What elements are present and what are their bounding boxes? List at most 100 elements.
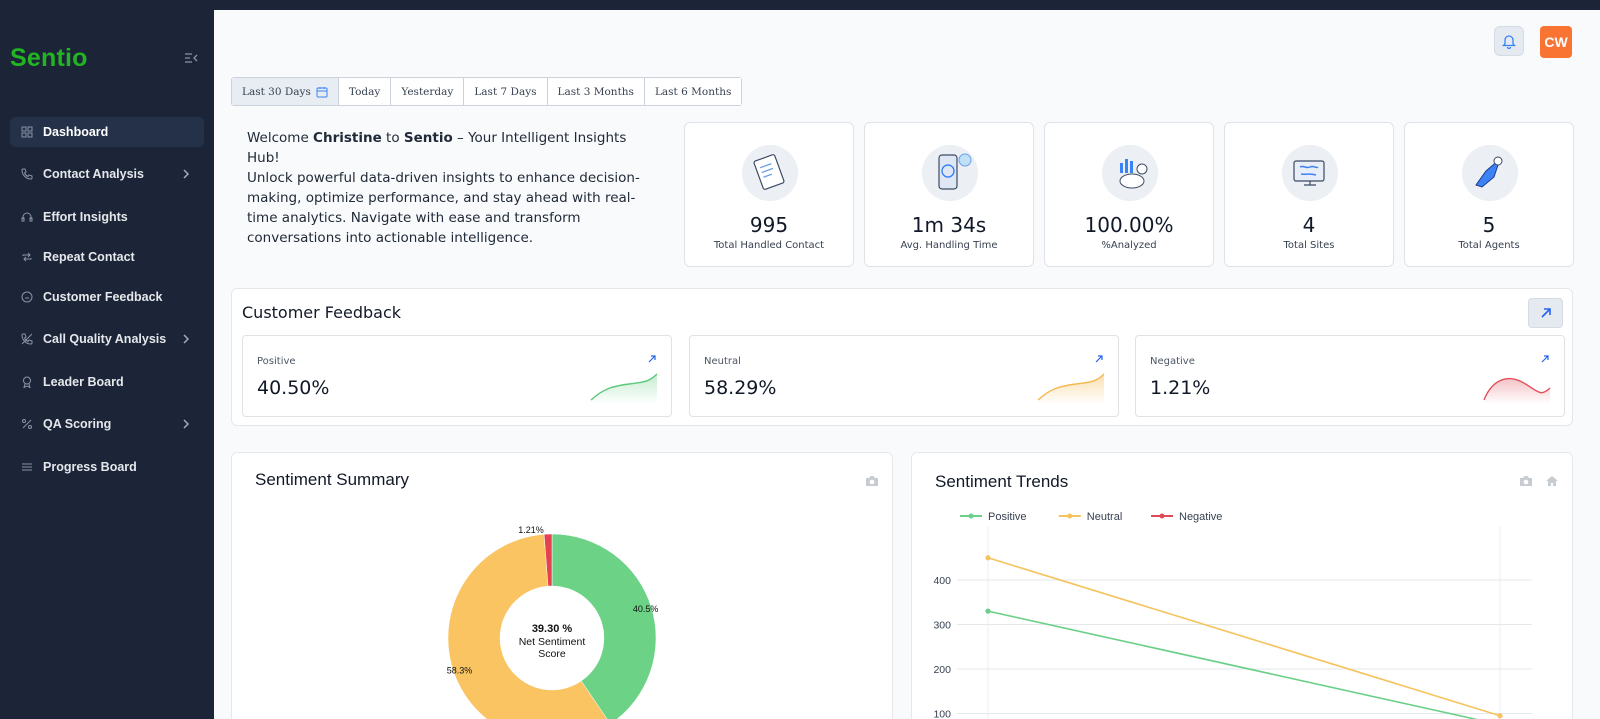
chevron-right-icon (183, 169, 190, 179)
repeat-icon (20, 251, 33, 264)
y-tick-label: 200 (933, 664, 951, 676)
legend-item-negative[interactable]: Negative (1151, 511, 1222, 523)
sidebar-item-label: Effort Insights (43, 210, 128, 224)
sidebar-item-call-quality-analysis[interactable]: Call Quality Analysis (10, 324, 204, 354)
pie-label-neutral: 58.3% (447, 665, 473, 675)
home-icon[interactable] (1545, 475, 1559, 487)
sidebar-item-contact-analysis[interactable]: Contact Analysis (10, 159, 204, 189)
date-range-last-3-months[interactable]: Last 3 Months (546, 78, 644, 105)
stat-card-total-sites: 4 Total Sites (1224, 122, 1394, 267)
arrow-up-right-icon (1095, 355, 1103, 363)
pie-slice-positive[interactable] (551, 533, 657, 719)
camera-icon[interactable] (1519, 475, 1533, 487)
date-range-today[interactable]: Today (337, 78, 391, 105)
welcome-body: Unlock powerful data-driven insights to … (247, 170, 640, 246)
date-range-yesterday[interactable]: Yesterday (390, 78, 464, 105)
y-tick-label: 400 (933, 575, 951, 587)
feedback-card-neutral[interactable]: Neutral 58.29% (689, 335, 1119, 417)
stat-card-avg-handling-time: 1m 34s Avg. Handling Time (864, 122, 1034, 267)
pie-label-positive: 40.5% (633, 604, 659, 614)
svg-text:Negative: Negative (1179, 511, 1222, 523)
svg-text:Positive: Positive (988, 511, 1027, 523)
smile-icon (20, 291, 33, 304)
negative-sparkline (1483, 377, 1551, 404)
series-point-positive[interactable] (985, 608, 991, 614)
date-range-last-30-days[interactable]: Last 30 Days (232, 78, 338, 105)
series-line-positive[interactable] (987, 610, 1500, 719)
sidebar-item-effort-insights[interactable]: Effort Insights (10, 202, 204, 232)
notebook-icon (742, 145, 798, 201)
stat-card-total-agents: 5 Total Agents (1404, 122, 1574, 267)
calendar-icon (316, 86, 328, 97)
y-tick-label: 300 (933, 620, 951, 632)
series-point-neutral[interactable] (1497, 713, 1503, 719)
chevron-right-icon (183, 419, 190, 429)
headset-icon (20, 211, 33, 224)
stat-card-analyzed: 100.00% %Analyzed (1044, 122, 1214, 267)
sidebar-item-label: Progress Board (43, 460, 137, 474)
positive-sparkline (590, 373, 658, 404)
sentiment-trends-chart: 100 200 300 400 Positive Neutral Negative (933, 511, 1532, 719)
award-icon (20, 376, 33, 389)
series-line-neutral[interactable] (987, 556, 1501, 717)
list-icon (20, 461, 33, 474)
percent-icon (20, 418, 33, 431)
pie-slice-negative[interactable] (543, 533, 553, 587)
sidebar-item-repeat-contact[interactable]: Repeat Contact (10, 242, 204, 272)
bell-icon (1501, 35, 1517, 49)
sentiment-trends-card: Sentiment Trends 100 200 300 400 Positive Neu… (911, 452, 1573, 719)
analytics-icon (1102, 145, 1158, 201)
date-range-last-7-days[interactable]: Last 7 Days (463, 78, 547, 105)
date-range-last-6-months[interactable]: Last 6 Months (643, 78, 742, 105)
arrow-up-right-icon (1541, 355, 1549, 363)
sidebar-item-customer-feedback[interactable]: Customer Feedback (10, 282, 204, 312)
globe-monitor-icon (1282, 145, 1338, 201)
pie-slice-neutral[interactable] (447, 534, 610, 719)
camera-icon[interactable] (865, 475, 879, 487)
date-range-selector: Last 30 Days Today Yesterday Last 7 Days… (231, 77, 743, 106)
avatar[interactable]: CW (1540, 26, 1572, 58)
phone-icon (20, 168, 33, 181)
chevron-right-icon (183, 334, 190, 344)
sidebar-item-progress-board[interactable]: Progress Board (10, 452, 204, 482)
sidebar-item-label: Customer Feedback (43, 290, 163, 304)
net-sentiment-value: 39.30 % (532, 623, 573, 635)
legend-item-positive[interactable]: Positive (960, 511, 1027, 523)
sidebar-item-label: QA Scoring (43, 417, 112, 431)
sidebar-item-label: Leader Board (43, 375, 124, 389)
phone-slash-icon (20, 333, 33, 346)
svg-text:Neutral: Neutral (1087, 511, 1122, 523)
neutral-sparkline (1037, 373, 1105, 404)
sidebar-item-dashboard[interactable]: Dashboard (10, 117, 204, 147)
customer-feedback-title: Customer Feedback (242, 303, 401, 322)
feedback-card-positive[interactable]: Positive 40.50% (242, 335, 672, 417)
arrow-up-right-icon (648, 355, 656, 363)
welcome-message: Welcome Christine to Sentio – Your Intel… (247, 130, 640, 246)
brand-logo: Sentio (10, 44, 88, 72)
legend-item-neutral[interactable]: Neutral (1058, 511, 1122, 523)
collapse-sidebar-icon[interactable] (184, 52, 198, 64)
stat-card-total-handled-contact: 995 Total Handled Contact (684, 122, 854, 267)
phone-time-icon (922, 145, 978, 201)
sidebar-item-label: Contact Analysis (43, 167, 144, 181)
sentiment-summary-title: Sentiment Summary (255, 470, 409, 489)
sidebar-item-leader-board[interactable]: Leader Board (10, 367, 204, 397)
arrow-up-right-icon (1540, 308, 1551, 318)
net-sentiment-label-2: Score (538, 648, 566, 660)
sentiment-summary-donut: 39.30 % Net Sentiment Score 40.5% 58.3% 1.… (447, 525, 659, 719)
sidebar-item-qa-scoring[interactable]: QA Scoring (10, 409, 204, 439)
series-point-neutral[interactable] (985, 555, 991, 561)
sidebar-item-label: Call Quality Analysis (43, 332, 167, 346)
y-tick-label: 100 (933, 709, 951, 719)
open-customer-feedback-button[interactable] (1528, 298, 1563, 328)
sidebar: Sentio Dashboard Contact Analysis Effort… (0, 0, 214, 719)
notifications-button[interactable] (1494, 26, 1524, 56)
customer-feedback-panel: Customer Feedback Positive 40.50% Neutra… (231, 288, 1573, 426)
sidebar-item-label: Repeat Contact (43, 250, 135, 264)
sidebar-item-label: Dashboard (43, 125, 109, 139)
grid-icon (20, 126, 33, 139)
sentiment-summary-card: Sentiment Summary 39.30 % Net Sentiment … (231, 452, 893, 719)
pie-label-negative: 1.21% (518, 525, 544, 535)
feedback-card-negative[interactable]: Negative 1.21% (1135, 335, 1565, 417)
agent-rocket-icon (1462, 145, 1518, 201)
